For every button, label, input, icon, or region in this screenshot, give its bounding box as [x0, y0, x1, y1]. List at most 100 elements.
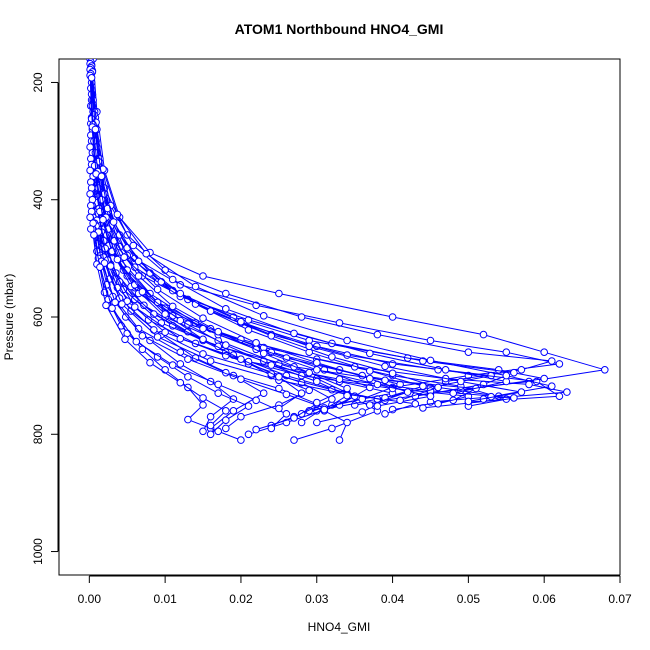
- data-point: [290, 414, 298, 422]
- data-point: [86, 166, 94, 175]
- data-point: [176, 378, 185, 387]
- data-point: [206, 421, 215, 430]
- data-point: [502, 371, 511, 380]
- data-point: [381, 376, 389, 385]
- x-tick-label: 0.07: [608, 592, 632, 606]
- data-point: [237, 317, 245, 326]
- data-point: [259, 389, 268, 398]
- series-26: [87, 207, 420, 418]
- data-point: [113, 255, 122, 264]
- data-point: [434, 383, 442, 392]
- data-point: [99, 215, 107, 224]
- data-point: [222, 424, 230, 433]
- data-point: [199, 324, 207, 333]
- y-tick-label: 600: [31, 307, 45, 327]
- data-point: [206, 430, 215, 439]
- data-point: [168, 361, 177, 369]
- data-point: [199, 394, 207, 402]
- data-point: [275, 404, 283, 413]
- data-point: [381, 410, 389, 418]
- data-point: [113, 210, 122, 219]
- data-point: [206, 357, 215, 365]
- data-point: [222, 289, 230, 298]
- data-point: [275, 373, 283, 381]
- data-point: [396, 396, 404, 405]
- data-point: [297, 313, 306, 321]
- data-point: [366, 401, 374, 409]
- data-point: [134, 257, 143, 266]
- data-point: [343, 336, 351, 345]
- data-point: [548, 382, 556, 391]
- data-point: [411, 400, 420, 408]
- data-point: [267, 361, 276, 369]
- data-point: [290, 329, 298, 338]
- data-point: [313, 358, 321, 367]
- data-point: [222, 407, 230, 415]
- x-tick-label: 0.06: [533, 592, 557, 606]
- x-tick-label: 0.02: [229, 592, 253, 606]
- series-line: [89, 69, 303, 409]
- series-39: [87, 74, 526, 406]
- chart-title: ATOM1 Northbound HNO4_GMI: [235, 21, 444, 37]
- series-line: [90, 205, 326, 423]
- data-point: [153, 333, 162, 341]
- data-point: [313, 418, 321, 427]
- data-point: [381, 362, 389, 371]
- series-line: [90, 228, 288, 429]
- data-point: [157, 278, 166, 286]
- data-point: [90, 231, 98, 239]
- data-point: [267, 424, 276, 433]
- data-point: [86, 213, 94, 222]
- data-point: [176, 360, 185, 368]
- data-point: [161, 328, 169, 337]
- data-point: [328, 424, 336, 433]
- data-point: [464, 348, 473, 357]
- data-point: [146, 358, 154, 367]
- data-point: [199, 401, 207, 409]
- x-tick-label: 0.05: [457, 592, 481, 606]
- data-point: [138, 288, 147, 296]
- data-point: [540, 374, 549, 383]
- data-point: [426, 356, 435, 365]
- plot-frame: [58, 58, 621, 576]
- data-point: [290, 436, 298, 444]
- series-line: [90, 88, 393, 418]
- data-point: [87, 74, 96, 82]
- data-point: [120, 253, 128, 262]
- data-point: [510, 368, 518, 377]
- data-point: [199, 427, 207, 436]
- data-point: [479, 330, 488, 339]
- data-point: [343, 418, 351, 427]
- data-point: [214, 427, 222, 436]
- y-tick-label: 400: [31, 189, 45, 209]
- data-point: [176, 289, 185, 298]
- series-29: [87, 225, 291, 433]
- data-point: [206, 412, 215, 421]
- data-point: [214, 380, 222, 389]
- data-point: [97, 172, 106, 181]
- data-point: [108, 304, 116, 313]
- x-tick-label: 0.00: [78, 592, 102, 606]
- data-point: [109, 218, 118, 226]
- y-tick-label: 200: [31, 72, 45, 92]
- data-point: [229, 407, 238, 415]
- data-point: [426, 336, 435, 345]
- data-point: [275, 289, 283, 298]
- data-point: [252, 396, 260, 405]
- series-line: [90, 73, 410, 406]
- series-line: [91, 77, 522, 402]
- data-point: [222, 341, 230, 349]
- y-tick-label: 800: [31, 424, 45, 444]
- x-tick-label: 0.03: [305, 592, 329, 606]
- data-point: [366, 349, 374, 358]
- data-point: [237, 436, 245, 444]
- data-point: [191, 282, 200, 291]
- series-38: [86, 71, 351, 414]
- data-point: [96, 263, 104, 272]
- data-point: [282, 390, 291, 399]
- x-axis: 0.00 0.01 0.02 0.03 0.04 0.05 0.06 0.07: [78, 575, 632, 606]
- data-point: [373, 402, 382, 410]
- data-point: [434, 400, 442, 408]
- data-point: [525, 380, 533, 389]
- data-point: [184, 415, 192, 424]
